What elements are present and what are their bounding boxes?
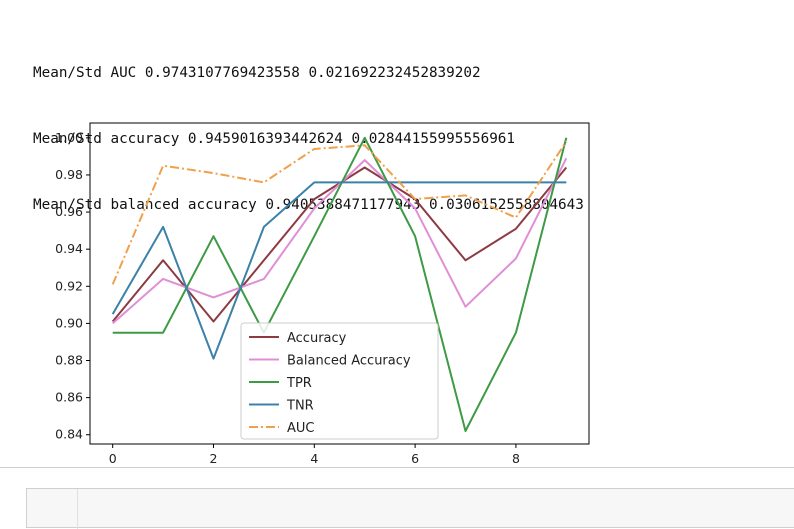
- metrics-line-chart: 0.84 0.86 0.88 0.90 0.92 0.94 0.96 0.98 1.00 0 2 4 6…: [55, 122, 590, 466]
- y-tick-label: 0.94: [55, 241, 83, 256]
- y-tick-label: 1.00: [55, 130, 83, 145]
- series-line-tpr: [112, 136, 568, 432]
- series-line-balanced-accuracy: [112, 157, 568, 325]
- cell-output-text: Mean/Std AUC 0.9743107769423558 0.021692…: [33, 18, 584, 238]
- x-tick-label: 0: [109, 451, 117, 466]
- legend-label: Accuracy: [287, 331, 347, 346]
- axes-frame: [89, 122, 590, 445]
- legend-label: TPR: [286, 376, 312, 391]
- legend-label: TNR: [286, 399, 314, 414]
- output-line-accuracy: Mean/Std accuracy 0.9459016393442624 0.0…: [33, 131, 516, 147]
- y-tick-label: 0.86: [55, 390, 83, 405]
- x-tick-label: 6: [411, 451, 419, 466]
- output-line-auc: Mean/Std AUC 0.9743107769423558 0.021692…: [33, 65, 481, 81]
- legend-label: Balanced Accuracy: [287, 354, 411, 369]
- y-tick-label: 0.96: [55, 204, 83, 219]
- y-tick-label: 0.92: [55, 278, 83, 293]
- series-line-tnr: [111, 181, 567, 360]
- series-line-auc: [111, 141, 568, 285]
- x-tick-label: 4: [310, 451, 318, 466]
- y-tick-label: 0.84: [55, 427, 83, 442]
- output-line-balanced-accuracy: Mean/Std balanced accuracy 0.94053884711…: [33, 197, 584, 213]
- legend-label: AUC: [287, 421, 315, 436]
- next-code-cell[interactable]: [26, 488, 794, 529]
- legend-box: [240, 322, 439, 440]
- y-tick-label: 0.88: [55, 353, 83, 368]
- next-cell-prompt: [27, 489, 78, 529]
- output-divider: [0, 467, 794, 468]
- x-tick-label: 8: [512, 451, 520, 466]
- y-tick-label: 0.98: [55, 167, 83, 182]
- y-tick-label: 0.90: [55, 315, 83, 330]
- x-tick-label: 2: [210, 451, 218, 466]
